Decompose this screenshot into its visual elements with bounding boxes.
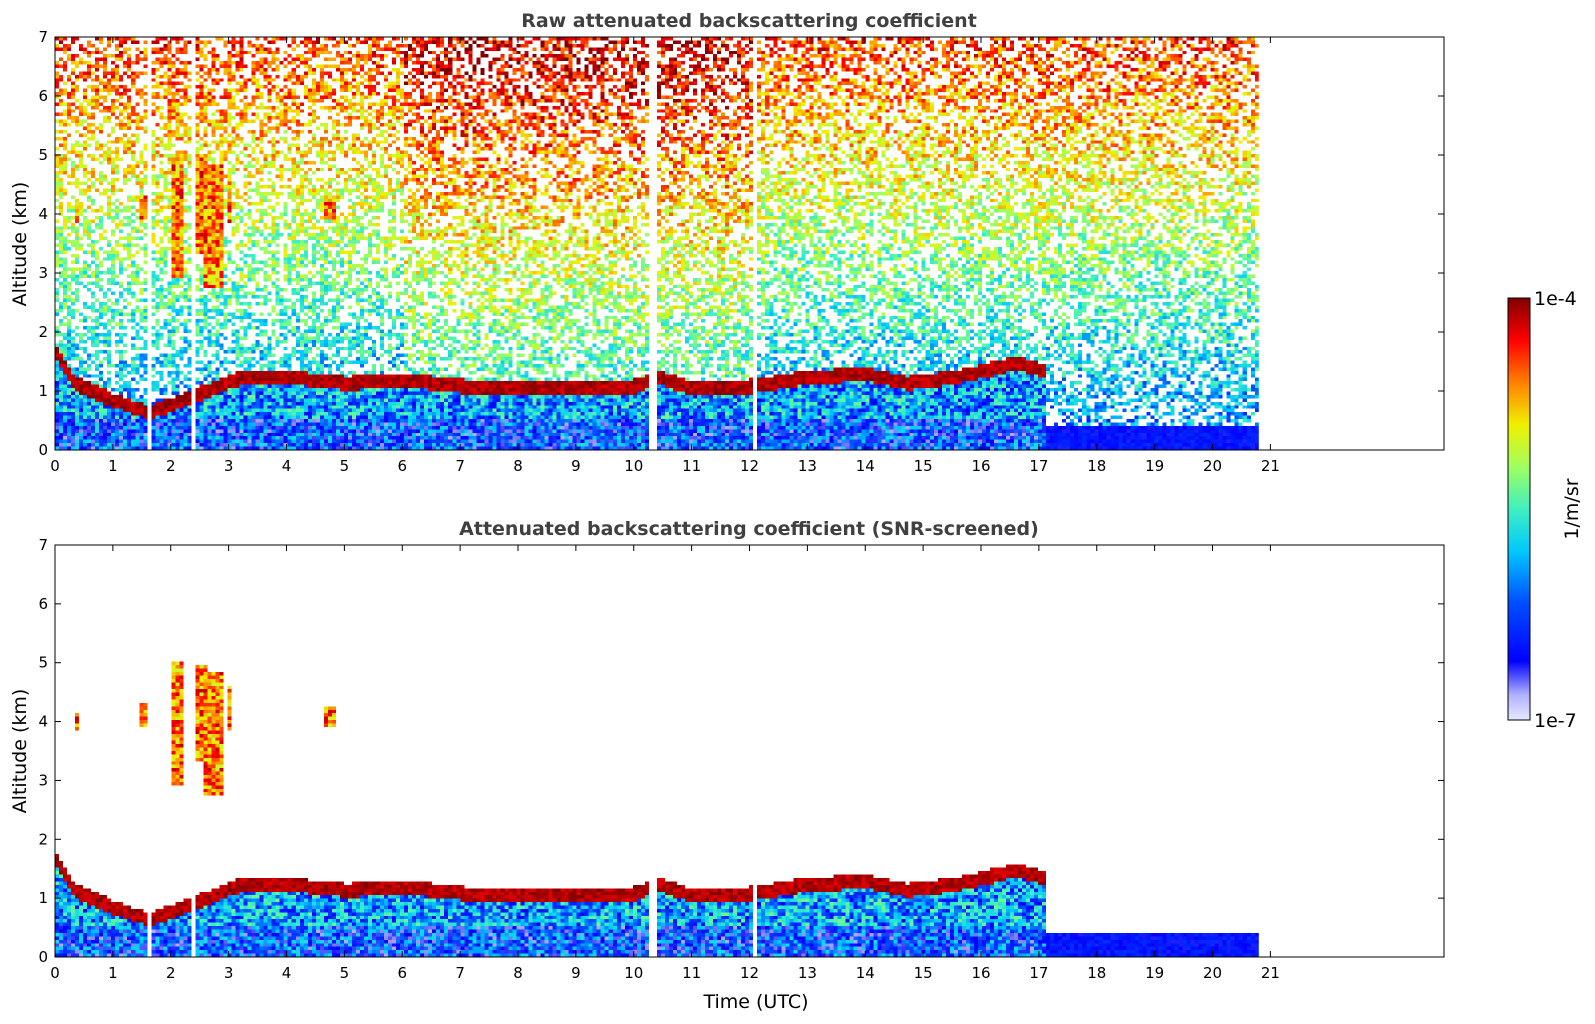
x-tick-label: 2 (166, 964, 176, 982)
x-tick-label: 19 (1145, 964, 1164, 982)
x-tick-label: 0 (50, 457, 60, 475)
x-tick-label: 13 (798, 457, 817, 475)
x-tick-label: 8 (513, 964, 523, 982)
panel-screened-ylabel: Altitude (km) (9, 689, 31, 814)
x-tick-label: 15 (914, 964, 933, 982)
x-tick-label: 12 (740, 964, 759, 982)
y-tick-label: 4 (38, 205, 48, 223)
x-tick-label: 14 (856, 457, 875, 475)
x-tick-label: 1 (108, 964, 118, 982)
x-tick-label: 4 (282, 457, 292, 475)
x-tick-label: 9 (571, 457, 581, 475)
x-tick-label: 8 (513, 457, 523, 475)
x-tick-label: 13 (798, 964, 817, 982)
panel-screened: Attenuated backscattering coefficient (S… (9, 518, 1445, 1013)
panel-screened-title: Attenuated backscattering coefficient (S… (459, 518, 1039, 540)
x-tick-label: 14 (856, 964, 875, 982)
colorbar: 1e-4 1e-7 1/m/sr (1507, 288, 1583, 732)
y-tick-label: 6 (38, 595, 48, 613)
y-tick-label: 7 (38, 28, 48, 46)
x-tick-label: 4 (282, 964, 292, 982)
panel-raw-x-axis: 0 1 2 3 4 5 6 7 8 9 10 11 12 13 14 15 16 17 18 19 20 21 (50, 37, 1280, 475)
colorbar-units-label: 1/m/sr (1561, 478, 1583, 539)
x-tick-label: 21 (1261, 457, 1280, 475)
heatmap-image (55, 37, 1259, 450)
y-tick-label: 1 (38, 382, 48, 400)
y-tick-label: 2 (38, 830, 48, 848)
x-tick-label: 3 (224, 457, 234, 475)
x-tick-label: 3 (224, 964, 234, 982)
x-tick-label: 5 (340, 964, 350, 982)
colorbar-max-label: 1e-4 (1534, 288, 1577, 310)
y-tick-label: 4 (38, 713, 48, 731)
panel-screened-heatmap (55, 545, 1259, 957)
x-tick-label: 20 (1203, 964, 1222, 982)
y-tick-label: 0 (38, 441, 48, 459)
y-tick-label: 3 (38, 771, 48, 789)
panel-raw-title: Raw attenuated backscattering coefficien… (521, 10, 977, 32)
x-tick-label: 16 (971, 964, 990, 982)
y-tick-label: 5 (38, 146, 48, 164)
colorbar-min-label: 1e-7 (1534, 710, 1577, 732)
x-tick-label: 10 (624, 457, 643, 475)
y-tick-label: 7 (38, 536, 48, 554)
panel-screened-y-axis: 0 1 2 3 4 5 6 7 (38, 536, 1444, 966)
panel-screened-x-axis: 0 1 2 3 4 5 6 7 8 9 10 11 12 13 14 15 16 17 18 19 20 21 (50, 545, 1280, 982)
x-tick-label: 17 (1029, 457, 1048, 475)
x-tick-label: 6 (397, 964, 407, 982)
panel-raw: Raw attenuated backscattering coefficien… (9, 10, 1445, 475)
panel-raw-y-axis: 0 1 2 3 4 5 6 7 (38, 28, 1444, 459)
heatmap-image (55, 545, 1259, 957)
x-tick-label: 15 (914, 457, 933, 475)
x-tick-label: 6 (397, 457, 407, 475)
x-tick-label: 7 (455, 457, 465, 475)
x-tick-label: 0 (50, 964, 60, 982)
y-tick-label: 0 (38, 948, 48, 966)
y-tick-label: 3 (38, 264, 48, 282)
panel-raw-ylabel: Altitude (km) (9, 182, 31, 307)
y-tick-label: 6 (38, 87, 48, 105)
x-tick-label: 11 (682, 964, 701, 982)
panel-raw-heatmap (55, 37, 1259, 450)
x-tick-label: 1 (108, 457, 118, 475)
x-tick-label: 17 (1029, 964, 1048, 982)
x-tick-label: 21 (1261, 964, 1280, 982)
x-tick-label: 2 (166, 457, 176, 475)
x-tick-label: 9 (571, 964, 581, 982)
x-tick-label: 10 (624, 964, 643, 982)
x-axis-label: Time (UTC) (702, 991, 808, 1013)
x-tick-label: 20 (1203, 457, 1222, 475)
x-tick-label: 18 (1087, 457, 1106, 475)
x-tick-label: 5 (340, 457, 350, 475)
y-tick-label: 2 (38, 323, 48, 341)
x-tick-label: 16 (971, 457, 990, 475)
x-tick-label: 7 (455, 964, 465, 982)
y-tick-label: 1 (38, 889, 48, 907)
x-tick-label: 11 (682, 457, 701, 475)
y-tick-label: 5 (38, 654, 48, 672)
x-tick-label: 12 (740, 457, 759, 475)
x-tick-label: 19 (1145, 457, 1164, 475)
x-tick-label: 18 (1087, 964, 1106, 982)
colorbar-gradient (1507, 297, 1531, 721)
